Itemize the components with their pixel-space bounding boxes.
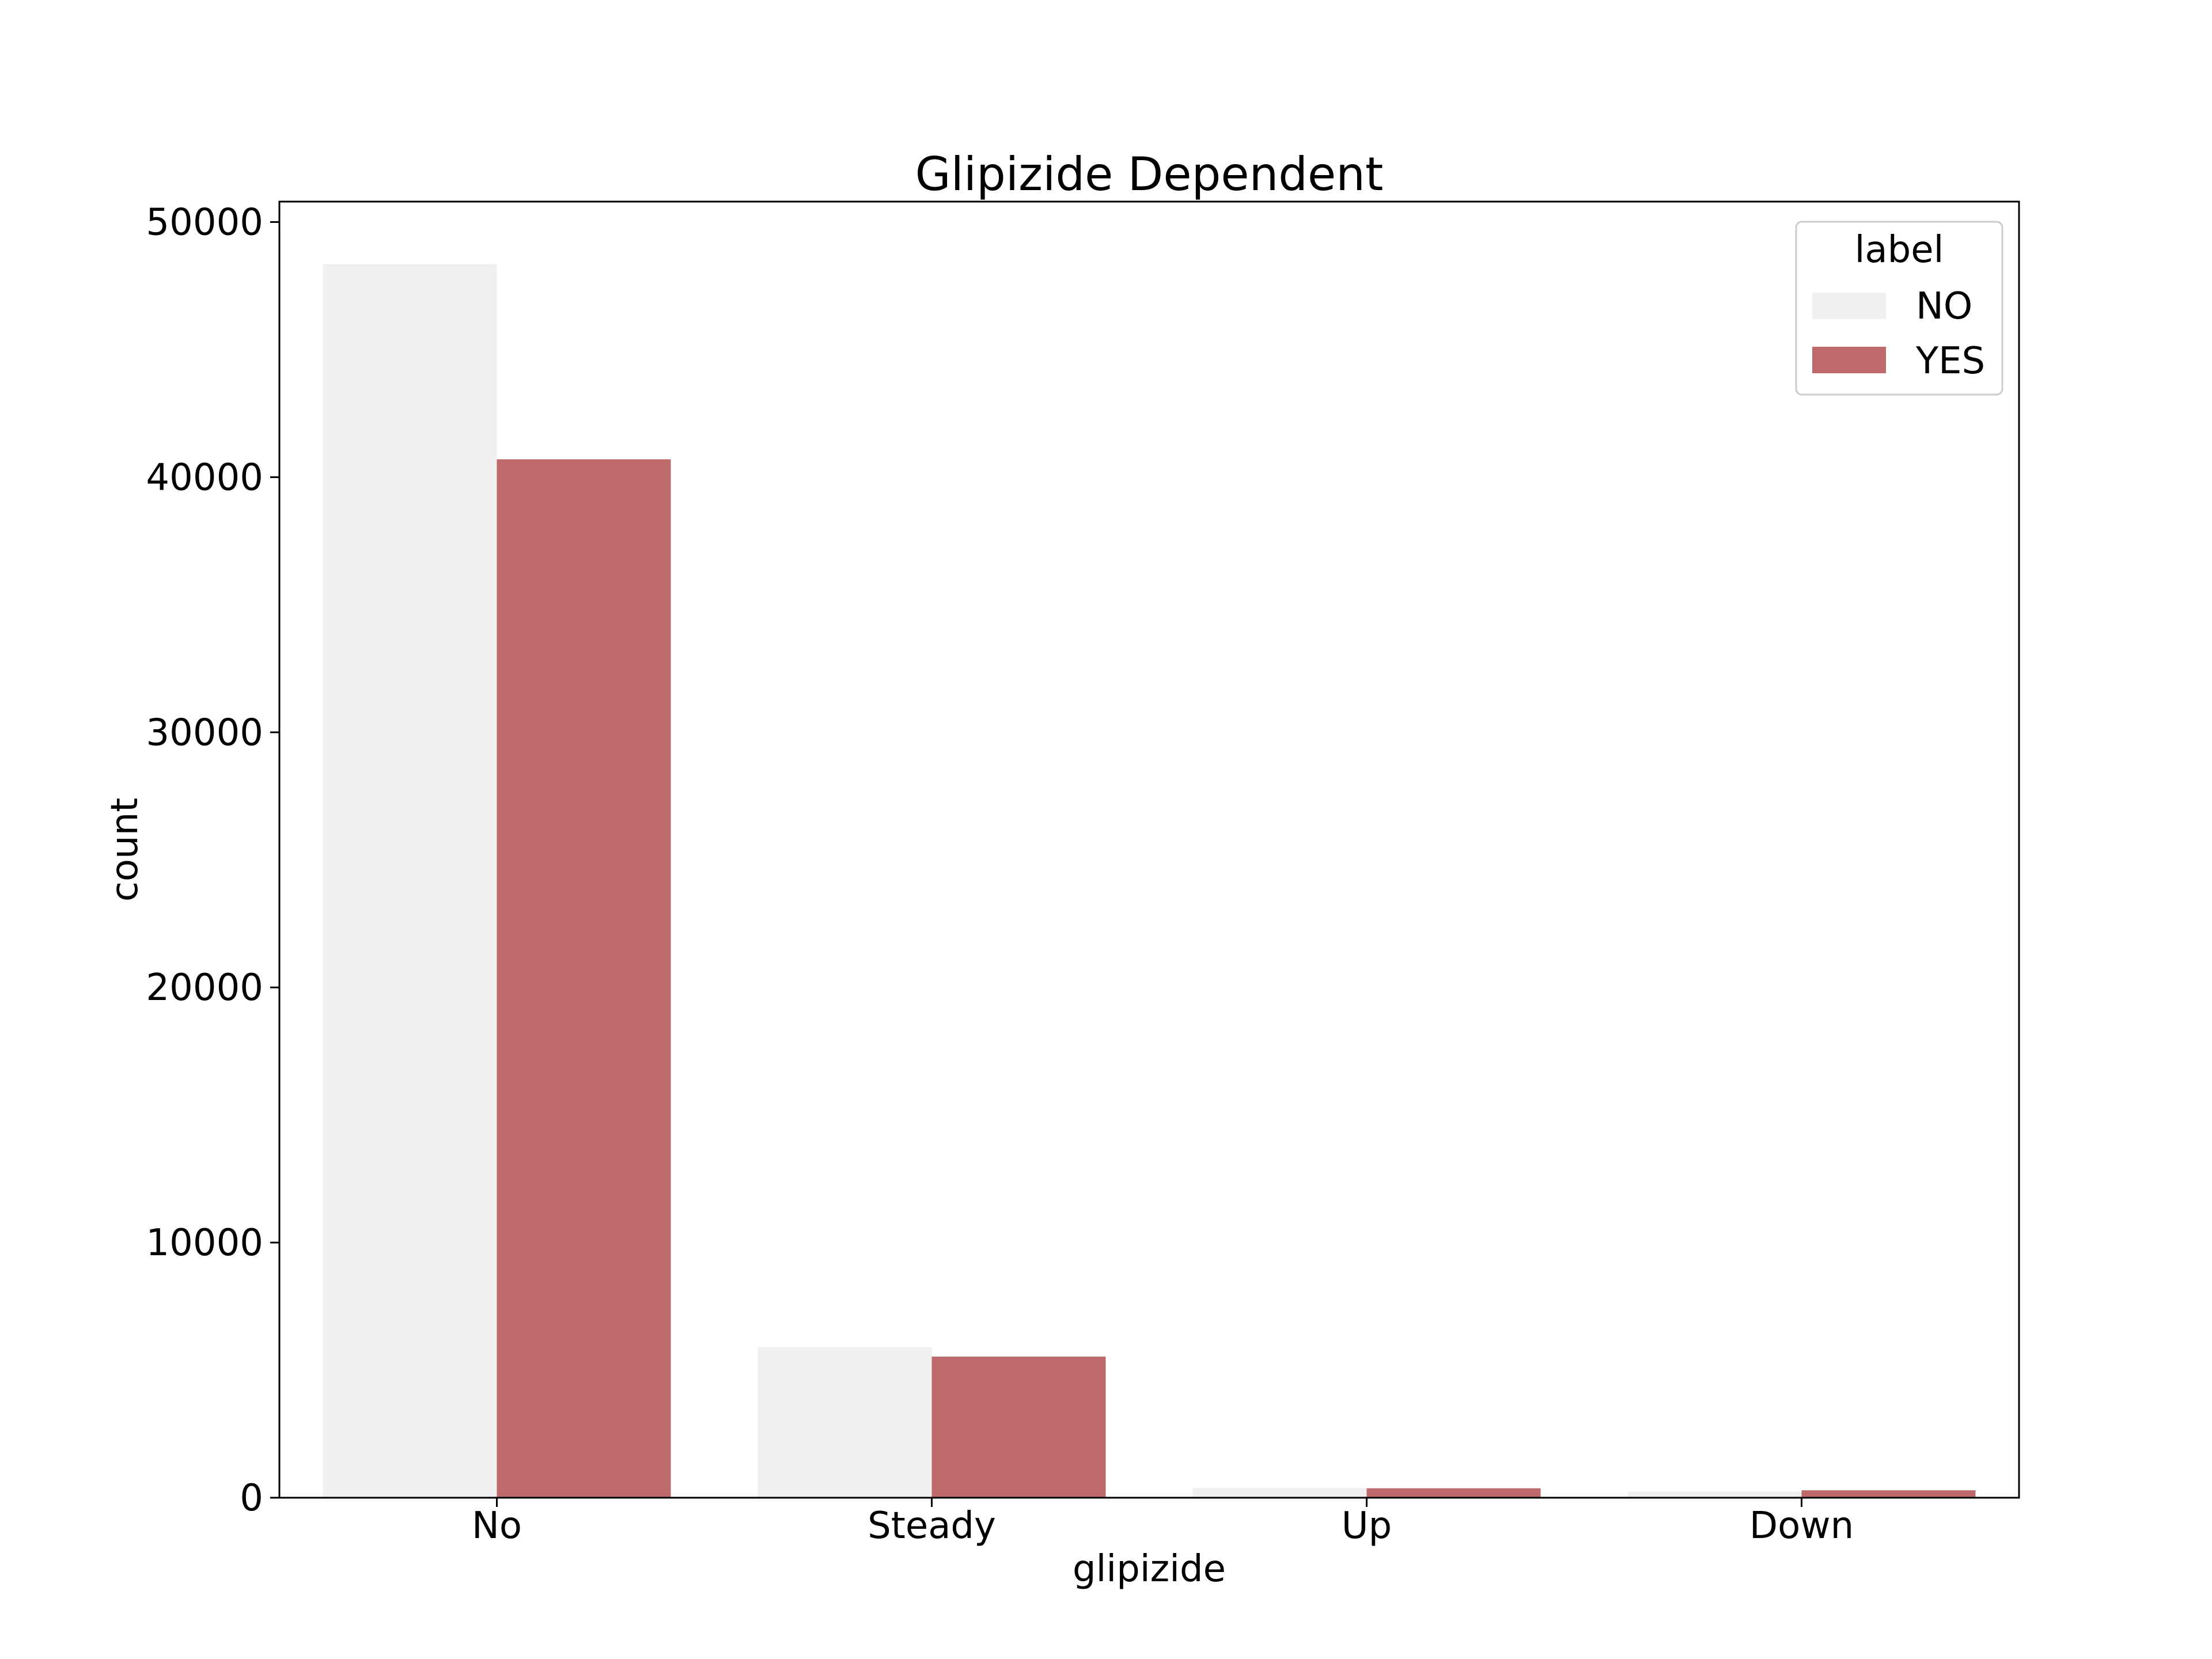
y-tick-label: 50000 [146, 201, 263, 244]
x-axis-label: glipizide [1073, 1548, 1226, 1590]
bar-steady-yes [931, 1357, 1106, 1498]
plot-frame [278, 200, 2020, 1499]
legend-label-yes: YES [1915, 340, 1985, 382]
legend: label NO YES [1795, 221, 2003, 396]
legend-swatch-yes [1812, 347, 1886, 373]
legend-swatch-no [1812, 293, 1886, 319]
bars-group [323, 264, 1976, 1498]
bar-down-no [1627, 1491, 1802, 1498]
chart-title: Glipizide Dependent [915, 147, 1384, 201]
bar-no-yes [497, 459, 671, 1498]
bar-up-yes [1366, 1488, 1541, 1498]
bar-steady-no [757, 1347, 932, 1498]
y-tick-label: 20000 [146, 967, 263, 1009]
bar-down-yes [1801, 1490, 1976, 1498]
y-tick-label: 0 [240, 1477, 263, 1520]
y-tick-label: 10000 [146, 1222, 263, 1264]
legend-label-no: NO [1916, 285, 1972, 328]
legend-title: label [1855, 229, 1944, 271]
x-tick-label: Down [1749, 1505, 1854, 1547]
y-tick-label: 30000 [146, 711, 263, 754]
y-axis: 0 10000 20000 30000 40000 50000 [146, 201, 279, 1520]
x-tick-label: Steady [868, 1505, 996, 1547]
bar-up-no [1192, 1488, 1367, 1498]
y-axis-label: count [104, 798, 146, 902]
y-tick-label: 40000 [146, 456, 263, 499]
x-tick-label: No [472, 1505, 522, 1547]
bar-no-no [323, 264, 497, 1498]
x-tick-label: Up [1342, 1505, 1392, 1547]
x-axis: No Steady Up Down [472, 1498, 1854, 1547]
